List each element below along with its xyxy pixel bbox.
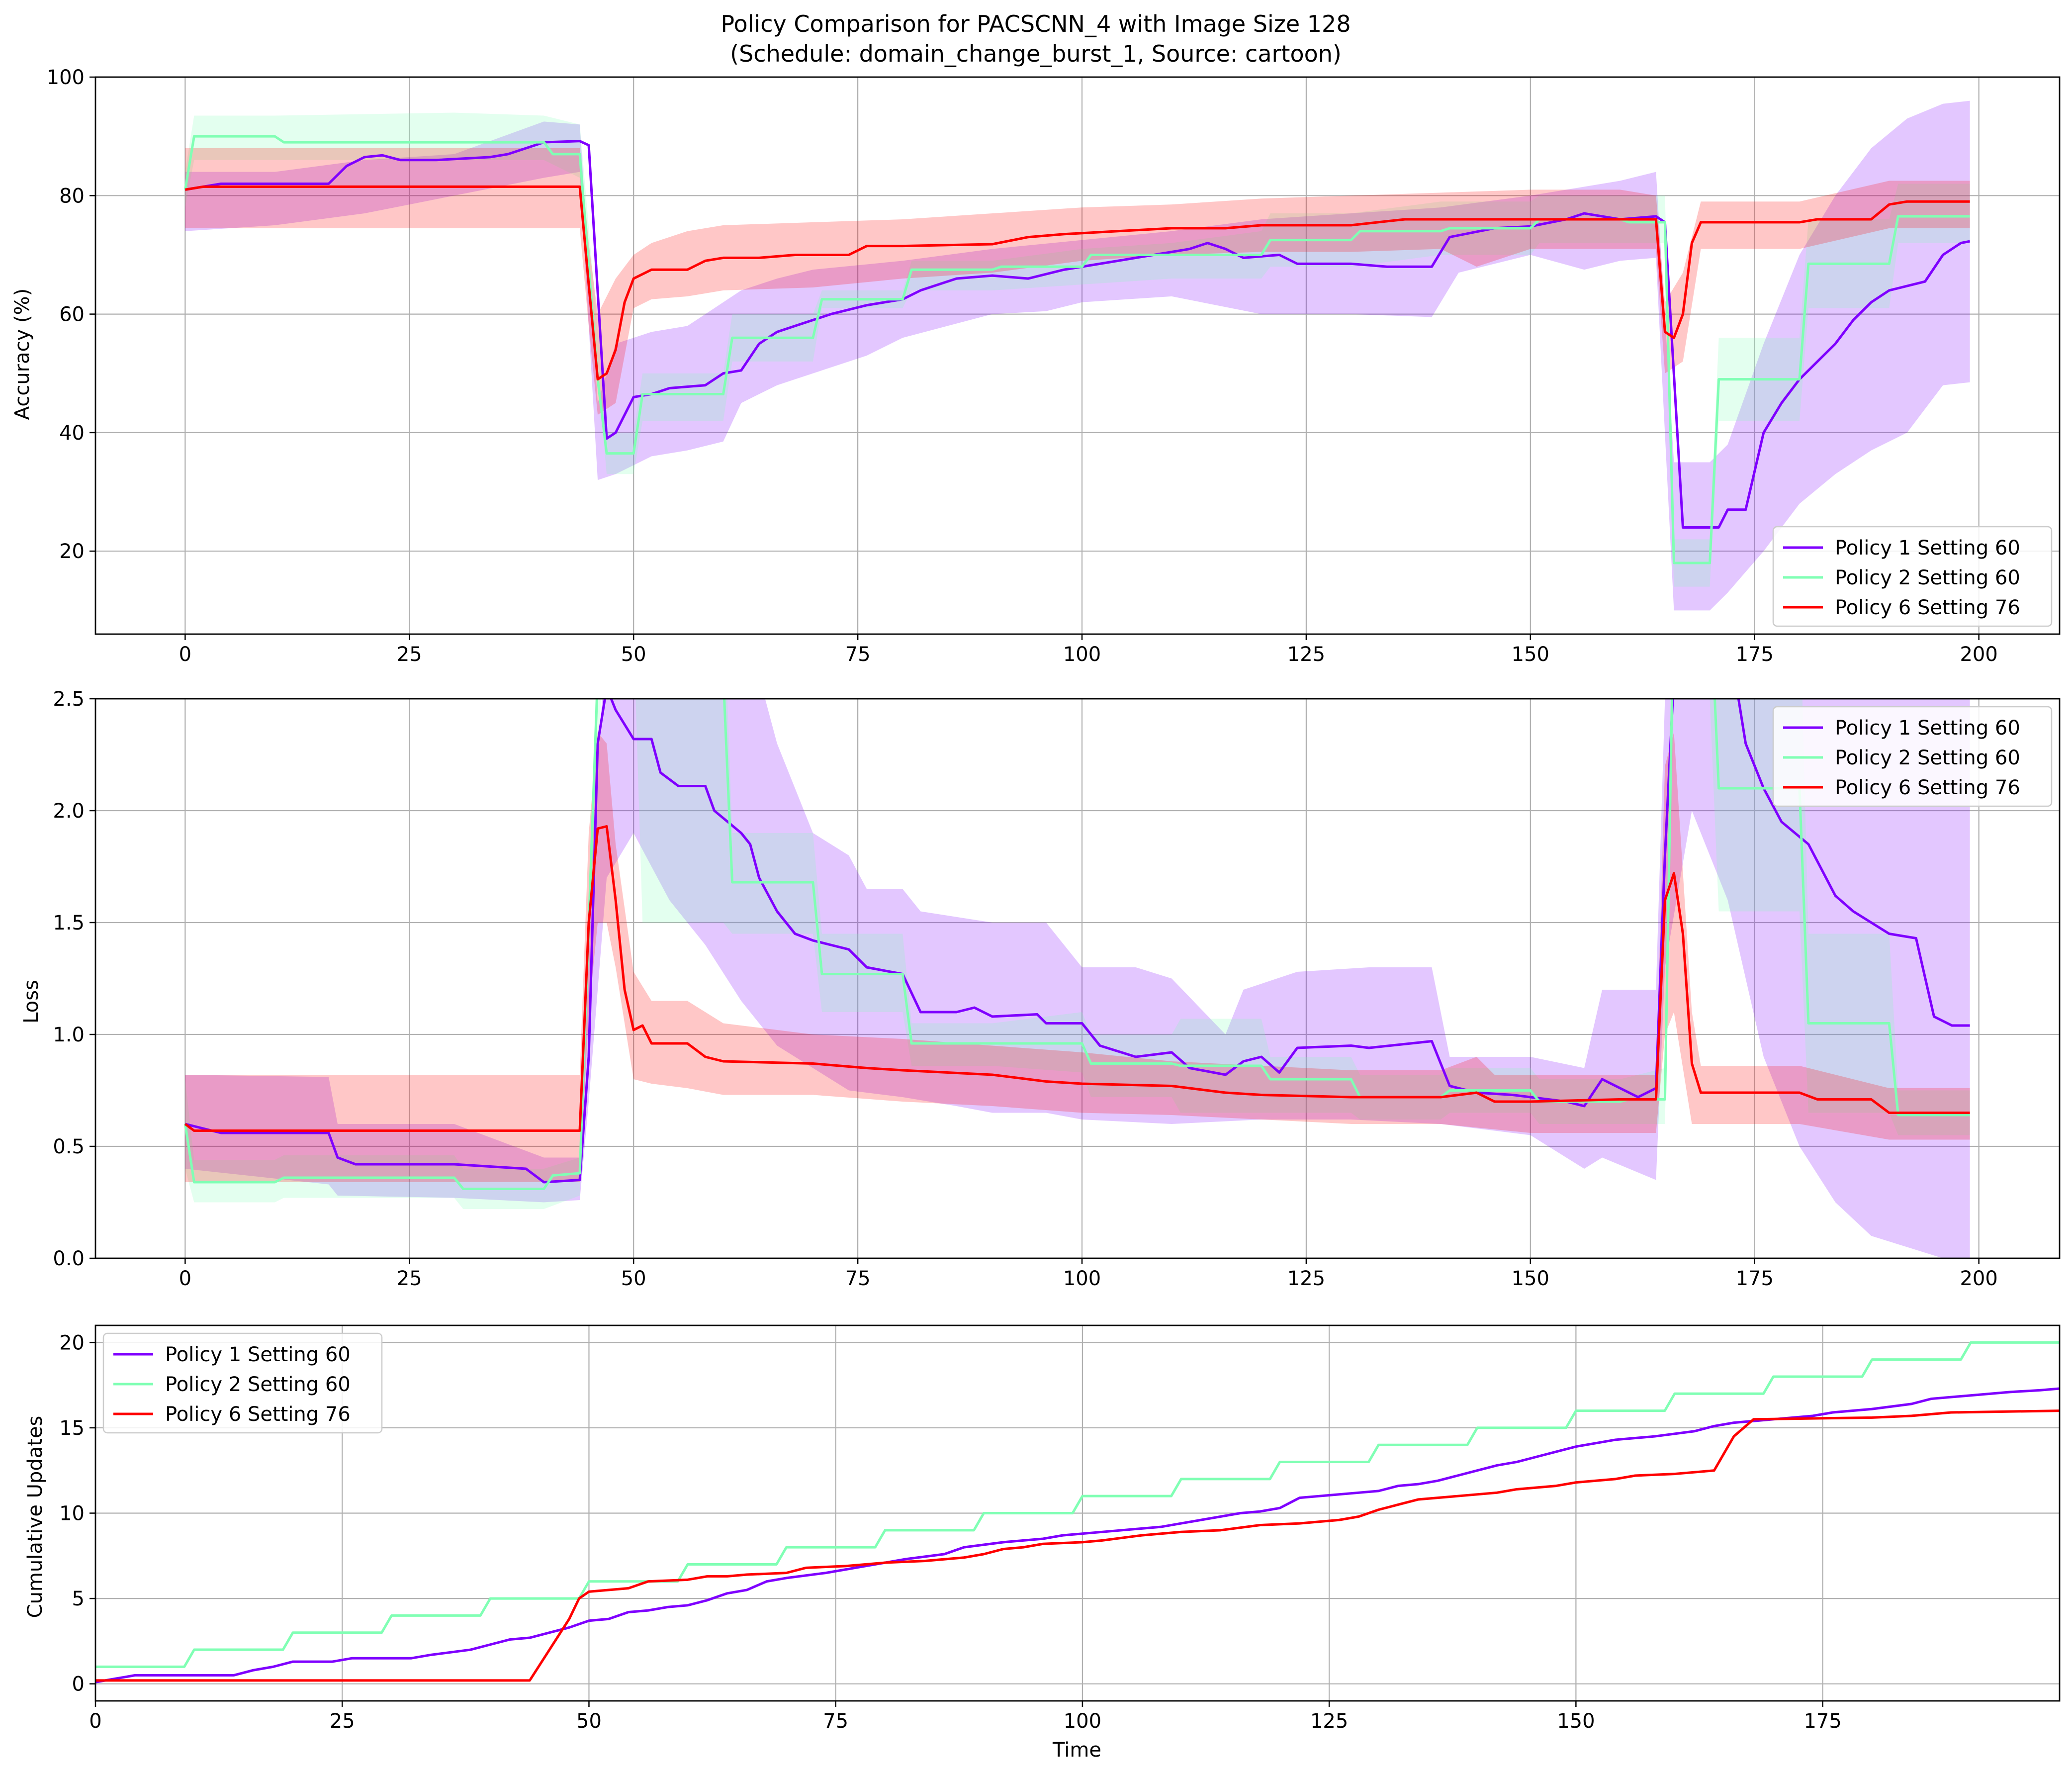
figure-title-line1: Policy Comparison for PACSCNN_4 with Ima… — [721, 10, 1351, 37]
y-tick-label: 100 — [47, 66, 85, 89]
accuracy-ylabel: Accuracy (%) — [11, 288, 34, 420]
x-tick-label: 200 — [1960, 643, 1997, 666]
x-tick-label: 75 — [845, 1267, 871, 1290]
y-tick-label: 0.5 — [53, 1135, 85, 1158]
x-tick-label: 50 — [621, 643, 646, 666]
y-tick-label: 10 — [59, 1502, 85, 1525]
x-tick-label: 150 — [1512, 1267, 1549, 1290]
y-tick-label: 15 — [59, 1417, 85, 1440]
legend-box — [1772, 526, 2053, 627]
y-tick-label: 80 — [59, 185, 85, 207]
legend-box — [102, 1332, 383, 1434]
x-tick-label: 25 — [330, 1710, 355, 1733]
x-tick-label: 0 — [179, 643, 191, 666]
x-tick-label: 0 — [179, 1267, 191, 1290]
plot-area — [183, 699, 1970, 1258]
updates-ylabel: Cumulative Updates — [24, 1416, 47, 1618]
y-tick-label: 2.5 — [53, 688, 85, 711]
x-tick-label: 50 — [621, 1267, 646, 1290]
plot-area — [183, 100, 1971, 611]
legend-label-2: Policy 2 Setting 60 — [1835, 566, 2020, 589]
loss-ylabel: Loss — [20, 980, 43, 1024]
legend: Policy 1 Setting 60 Policy 2 Setting 60 Po… — [1772, 706, 2053, 807]
legend-label-3: Policy 6 Setting 76 — [165, 1403, 351, 1426]
y-tick-label: 40 — [59, 422, 85, 445]
x-tick-label: 0 — [89, 1710, 101, 1733]
legend: Policy 1 Setting 60 Policy 2 Setting 60 Po… — [102, 1332, 383, 1434]
x-tick-label: 175 — [1736, 643, 1774, 666]
updates-xlabel: Time — [1052, 1739, 1101, 1762]
axes-frame — [94, 76, 2061, 635]
x-tick-label: 100 — [1063, 643, 1101, 666]
y-tick-label: 1.0 — [53, 1024, 85, 1046]
x-tick-label: 150 — [1557, 1710, 1595, 1733]
y-tick-label: 1.5 — [53, 912, 85, 934]
x-tick-label: 125 — [1287, 1267, 1325, 1290]
legend: Policy 1 Setting 60 Policy 2 Setting 60 Po… — [1772, 526, 2053, 627]
series-line-3 — [184, 825, 1970, 1132]
series-line-3 — [184, 185, 1970, 381]
x-tick-label: 100 — [1063, 1267, 1101, 1290]
y-tick-label: 0.0 — [53, 1247, 85, 1270]
y-tick-label: 0 — [72, 1673, 85, 1696]
updates-panel: Cumulative Updates Time 0 25 50 75 100 125 150… — [24, 1324, 2061, 1762]
x-tick-label: 200 — [1960, 1267, 1997, 1290]
x-tick-label: 75 — [823, 1710, 848, 1733]
series-line-1 — [184, 699, 1970, 1184]
y-tick-label: 5 — [72, 1588, 85, 1610]
legend-label-1: Policy 1 Setting 60 — [165, 1343, 351, 1366]
x-tick-label: 125 — [1310, 1710, 1348, 1733]
x-tick-label: 75 — [845, 643, 871, 666]
y-tick-label: 2.0 — [53, 800, 85, 823]
series-line-3 — [95, 1409, 2060, 1682]
x-tick-label: 150 — [1512, 643, 1549, 666]
axes-frame — [94, 698, 2061, 1259]
plot-area — [95, 1341, 2060, 1683]
x-tick-label: 175 — [1736, 1267, 1774, 1290]
accuracy-panel: Accuracy (%) 0 25 50 75 100 125 150 175 200 20 40 6… — [11, 66, 2061, 666]
std-band-3 — [185, 732, 1970, 1182]
legend-label-1: Policy 1 Setting 60 — [1835, 717, 2020, 740]
legend-label-3: Policy 6 Setting 76 — [1835, 776, 2020, 799]
series-line-2 — [183, 699, 1970, 1190]
y-tick-label: 20 — [59, 1331, 85, 1354]
x-tick-label: 100 — [1064, 1710, 1101, 1733]
std-band-1 — [185, 699, 1970, 1258]
legend-box — [1772, 706, 2053, 807]
series-line-2 — [95, 1341, 2060, 1668]
x-tick-label: 25 — [397, 643, 422, 666]
y-tick-label: 20 — [59, 540, 85, 563]
x-tick-label: 25 — [397, 1267, 422, 1290]
x-tick-label: 125 — [1287, 643, 1325, 666]
legend-label-3: Policy 6 Setting 76 — [1835, 596, 2020, 619]
loss-panel: Loss 0 25 50 75 100 125 150 175 200 0.0 0.5 1.0 1.5 2… — [20, 688, 2061, 1290]
legend-label-2: Policy 2 Setting 60 — [165, 1373, 351, 1396]
x-tick-label: 50 — [576, 1710, 602, 1733]
legend-label-2: Policy 2 Setting 60 — [1835, 747, 2020, 769]
legend-label-1: Policy 1 Setting 60 — [1835, 537, 2020, 560]
series-line-1 — [95, 1387, 2060, 1683]
std-band-2 — [185, 112, 1970, 587]
figure-title-line2: (Schedule: domain_change_burst_1, Source… — [730, 40, 1342, 67]
std-band-3 — [185, 148, 1970, 415]
std-band-2 — [185, 699, 1970, 1209]
x-tick-label: 175 — [1803, 1710, 1841, 1733]
y-tick-label: 60 — [59, 303, 85, 326]
